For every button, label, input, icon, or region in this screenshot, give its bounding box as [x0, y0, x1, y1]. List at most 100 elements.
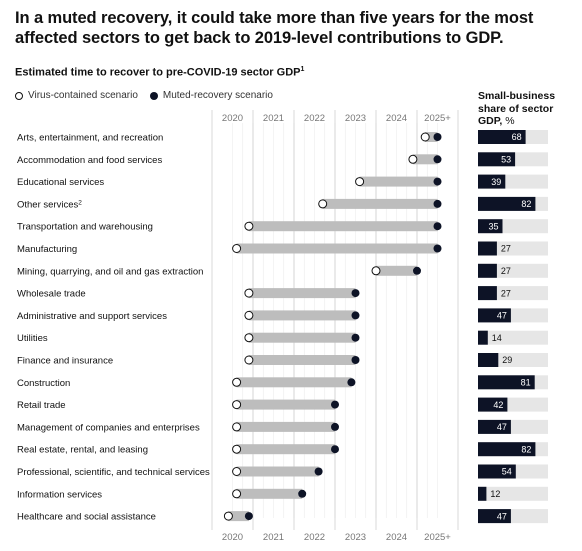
muted-recovery-point: [351, 289, 360, 298]
row-label: Healthcare and social assistance: [17, 512, 156, 523]
row-label: Real estate, rental, and leasing: [17, 445, 148, 456]
virus-contained-point: [371, 266, 381, 276]
muted-recovery-point: [433, 222, 442, 231]
row-label: Management of companies and enterprises: [17, 422, 200, 433]
subtitle-text: Estimated time to recover to pre-COVID-1…: [15, 66, 301, 79]
share-value-label: 54: [502, 467, 512, 477]
share-bar: [478, 196, 536, 211]
row-label: Transportation and warehousing: [17, 222, 153, 233]
x-tick-label-top: 2020: [222, 113, 243, 124]
range-bar: [236, 243, 438, 254]
row-label: Administrative and support services: [17, 311, 167, 322]
x-tick-label-bottom: 2024: [386, 532, 407, 543]
row-label: Utilities: [17, 333, 48, 344]
share-bar: [478, 509, 511, 524]
range-bar: [376, 265, 417, 276]
virus-contained-point: [420, 132, 430, 142]
row-label: Finance and insurance: [17, 356, 113, 367]
muted-recovery-point: [433, 155, 442, 164]
share-bar: [478, 174, 506, 189]
share-value-label: 12: [490, 489, 500, 499]
virus-contained-point: [232, 444, 242, 454]
share-value-label: 47: [497, 511, 507, 521]
x-tick-label-top: 2025+: [424, 113, 451, 124]
muted-recovery-point: [331, 445, 339, 454]
small-business-title: Small-business share of sector GDP,: [478, 90, 556, 127]
muted-recovery-point: [433, 133, 442, 141]
virus-contained-point: [244, 310, 254, 320]
row-label: Educational services: [17, 177, 104, 188]
chart-subtitle: Estimated time to recover to pre-COVID-1…: [15, 66, 304, 79]
share-value-label: 27: [501, 266, 511, 276]
range-bar: [322, 198, 438, 209]
share-track: [478, 330, 548, 345]
row-label: Professional, scientific, and technical …: [17, 467, 210, 478]
x-tick-label-bottom: 2025+: [424, 532, 451, 543]
share-bar: [478, 353, 499, 367]
share-bar: [478, 486, 487, 501]
minor-grid: [232, 123, 438, 518]
range-bar: [228, 511, 249, 522]
share-value-label: 47: [497, 422, 507, 432]
share-bar: [478, 219, 503, 234]
muted-recovery-point: [351, 311, 360, 320]
legend-open-label: Virus-contained scenario: [28, 90, 138, 101]
x-tick-label-top: 2024: [386, 113, 407, 124]
share-value-label: 81: [521, 378, 531, 388]
share-value-label: 14: [492, 333, 502, 343]
range-bar: [236, 488, 303, 499]
x-tick-label-top: 2021: [263, 113, 284, 124]
share-value-label: 42: [493, 400, 503, 410]
row-label: Information services: [17, 489, 102, 500]
range-bar: [248, 310, 356, 321]
row-label: Construction: [17, 378, 70, 389]
row-label: Accommodation and food services: [17, 155, 162, 166]
subtitle-footnote: 1: [300, 66, 305, 73]
virus-contained-point: [408, 154, 418, 164]
range-bar: [236, 377, 352, 388]
range-bar: [236, 444, 335, 455]
range-bar: [236, 466, 319, 477]
range-bar: [248, 332, 356, 343]
share-value-label: 35: [488, 221, 498, 231]
x-tick-label-top: 2023: [345, 113, 366, 124]
share-value-label: 53: [501, 155, 511, 165]
range-bar: [425, 132, 438, 142]
muted-recovery-point: [351, 356, 360, 364]
share-bar: [478, 442, 536, 457]
muted-recovery-point: [433, 199, 442, 208]
virus-contained-point: [318, 199, 328, 209]
virus-contained-point: [355, 177, 365, 187]
legend-filled-label: Muted-recovery scenario: [162, 90, 273, 101]
share-bar: [478, 152, 516, 167]
x-tick-label-bottom: 2020: [222, 532, 243, 543]
legend: Virus-contained scenario Muted-recovery …: [15, 90, 273, 101]
row-label: Arts, entertainment, and recreation: [17, 133, 163, 144]
muted-recovery-point: [413, 266, 421, 275]
share-value-label: 82: [521, 199, 531, 209]
muted-recovery-point: [433, 244, 442, 253]
share-bar: [478, 286, 497, 301]
share-bar: [478, 464, 516, 479]
muted-recovery-point: [298, 489, 307, 498]
virus-contained-point: [223, 511, 233, 521]
virus-contained-point: [244, 288, 254, 298]
small-business-header: Small-business share of sector GDP, %: [478, 90, 568, 128]
share-bar: [478, 419, 511, 434]
row-label: Retail trade: [17, 400, 66, 411]
share-bar: [478, 330, 488, 345]
share-bar: [478, 263, 497, 278]
muted-recovery-point: [331, 400, 339, 409]
virus-contained-point: [232, 489, 242, 499]
row-label: Mining, quarrying, and oil and gas extra…: [17, 266, 203, 277]
range-bar: [248, 221, 438, 232]
row-label: Other services2: [17, 199, 82, 211]
share-bar: [478, 308, 511, 323]
virus-contained-point: [244, 355, 254, 365]
chart-title: In a muted recovery, it could take more …: [15, 9, 534, 47]
x-tick-label-bottom: 2022: [304, 532, 325, 543]
share-bar: [478, 241, 497, 256]
share-bar: [478, 397, 508, 412]
share-value-label: 27: [501, 288, 511, 298]
